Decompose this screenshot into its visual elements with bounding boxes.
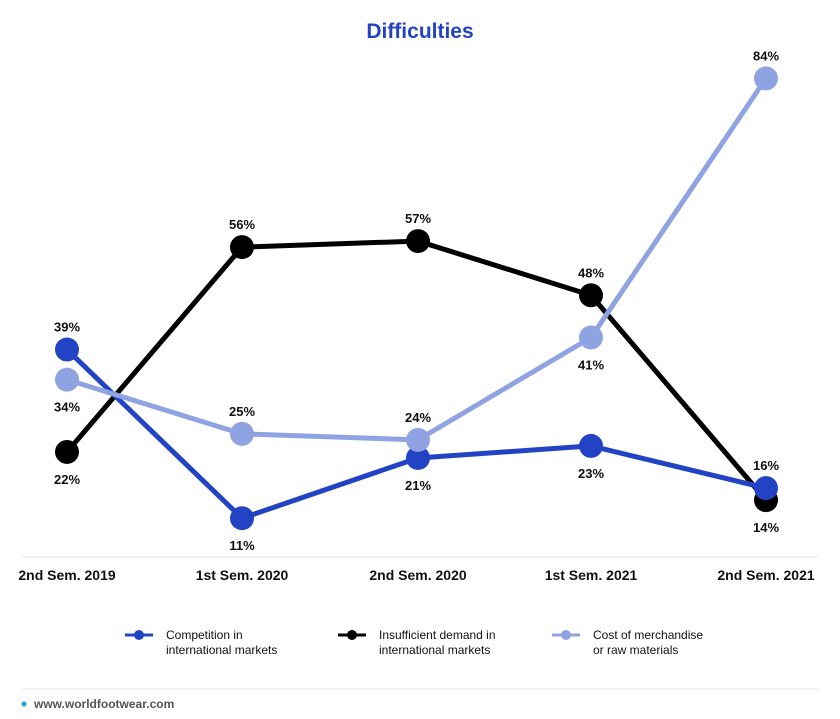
data-label-cost-of-merchandise-or-raw-materials-2: 25% [229, 404, 255, 419]
legend-marker-insufficient-demand-in-international-markets [347, 630, 357, 640]
data-label-competition-in-international-markets-4: 23% [578, 466, 604, 481]
data-point-cost-of-merchandise-or-raw-materials-1 [55, 367, 79, 392]
data-label-cost-of-merchandise-or-raw-materials-5: 84% [753, 48, 779, 63]
data-point-cost-of-merchandise-or-raw-materials-3 [406, 427, 430, 452]
chart-title: Difficulties [366, 20, 473, 43]
x-tick-label-1: 2nd Sem. 2019 [18, 567, 115, 583]
legend-label-competition-in-international-markets: Competition in [166, 628, 243, 642]
data-labels: 39% 11% 21% 23% 16% 22% 56% 57% 48% 14% 34% 25% 24% 4… [54, 48, 779, 553]
data-label-competition-in-international-markets-5: 16% [753, 458, 779, 473]
data-label-competition-in-international-markets-2: 11% [229, 538, 255, 553]
data-point-competition-in-international-markets-1 [55, 337, 79, 362]
legend-label-competition-in-international-markets: international markets [166, 643, 277, 657]
x-tick-label-4: 1st Sem. 2021 [545, 567, 638, 583]
x-axis-tick-labels: 2nd Sem. 2019 1st Sem. 2020 2nd Sem. 2020 1… [18, 567, 814, 583]
data-label-insufficient-demand-in-international-markets-1: 22% [54, 472, 80, 487]
legend-label-cost-of-merchandise-or-raw-materials: or raw materials [593, 643, 678, 657]
data-point-insufficient-demand-in-international-markets-1 [55, 439, 79, 464]
footer-dot [21, 701, 27, 707]
x-tick-label-5: 2nd Sem. 2021 [717, 567, 814, 583]
footer-url: www.worldfootwear.com [33, 697, 174, 711]
legend-label-insufficient-demand-in-international-markets: Insufficient demand in [379, 628, 496, 642]
data-point-competition-in-international-markets-4 [579, 433, 603, 458]
data-point-cost-of-merchandise-or-raw-materials-4 [579, 325, 603, 350]
x-tick-label-3: 2nd Sem. 2020 [369, 567, 466, 583]
data-label-insufficient-demand-in-international-markets-2: 56% [229, 217, 255, 232]
data-point-cost-of-merchandise-or-raw-materials-5 [754, 66, 778, 91]
data-label-insufficient-demand-in-international-markets-4: 48% [578, 265, 604, 280]
data-point-insufficient-demand-in-international-markets-2 [230, 235, 254, 260]
legend-marker-competition-in-international-markets [134, 630, 144, 640]
legend-marker-cost-of-merchandise-or-raw-materials [561, 630, 571, 640]
data-label-cost-of-merchandise-or-raw-materials-1: 34% [54, 400, 80, 415]
data-label-competition-in-international-markets-3: 21% [405, 478, 431, 493]
legend-label-insufficient-demand-in-international-markets: international markets [379, 643, 490, 657]
data-point-competition-in-international-markets-3 [406, 445, 430, 470]
data-point-insufficient-demand-in-international-markets-3 [406, 229, 430, 254]
data-point-cost-of-merchandise-or-raw-materials-2 [230, 421, 254, 446]
series-line-cost-of-merchandise-or-raw-materials [64, 75, 769, 443]
series-markers [55, 66, 778, 531]
data-label-cost-of-merchandise-or-raw-materials-4: 41% [578, 357, 604, 372]
x-tick-label-2: 1st Sem. 2020 [196, 567, 289, 583]
data-label-insufficient-demand-in-international-markets-3: 57% [405, 211, 431, 226]
data-point-competition-in-international-markets-2 [230, 506, 254, 531]
data-label-cost-of-merchandise-or-raw-materials-3: 24% [405, 410, 431, 425]
data-point-insufficient-demand-in-international-markets-4 [579, 283, 603, 308]
data-point-competition-in-international-markets-5 [754, 476, 778, 501]
legend-label-cost-of-merchandise-or-raw-materials: Cost of merchandise [593, 628, 703, 642]
data-label-insufficient-demand-in-international-markets-5: 14% [753, 520, 779, 535]
data-label-competition-in-international-markets-1: 39% [54, 320, 80, 335]
